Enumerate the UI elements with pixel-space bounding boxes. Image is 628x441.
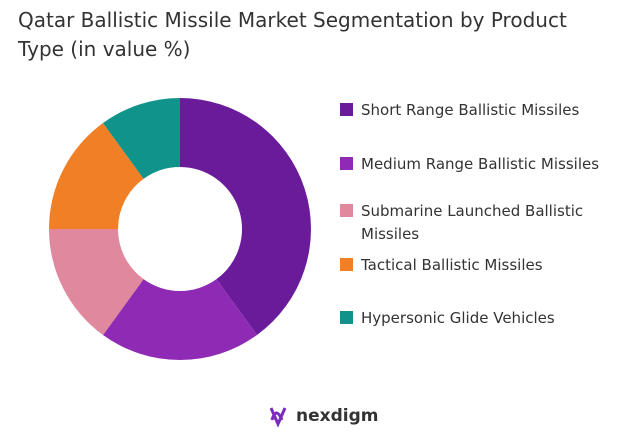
legend-swatch: [340, 157, 353, 170]
legend-label: Tactical Ballistic Missiles: [361, 256, 543, 274]
donut-segment: [103, 279, 257, 361]
legend-swatch: [340, 311, 353, 324]
brand-logo: [269, 407, 287, 428]
legend-label: Hypersonic Glide Vehicles: [361, 309, 555, 327]
donut-segment: [180, 98, 312, 335]
legend-label: Short Range Ballistic Missiles: [361, 101, 580, 119]
chart-title: Qatar Ballistic Missile Market Segmentat…: [18, 8, 567, 61]
legend-swatch: [340, 258, 353, 271]
legend-label: Medium Range Ballistic Missiles: [361, 155, 600, 173]
legend-swatch: [340, 204, 353, 217]
donut-segment: [103, 98, 180, 179]
legend-item: Hypersonic Glide Vehicles: [340, 307, 610, 330]
legend-item: Short Range Ballistic Missiles: [340, 99, 610, 122]
brand: nexdigm: [296, 406, 379, 426]
legend-item: Submarine Launched Ballistic Missiles: [340, 200, 610, 246]
legend-label: Submarine Launched Ballistic Missiles: [361, 202, 584, 243]
donut-segment: [49, 229, 144, 335]
legend-swatch: [340, 103, 353, 116]
donut-segment: [49, 123, 144, 229]
legend-item: Tactical Ballistic Missiles: [340, 254, 610, 277]
legend-item: Medium Range Ballistic Missiles: [340, 153, 610, 176]
